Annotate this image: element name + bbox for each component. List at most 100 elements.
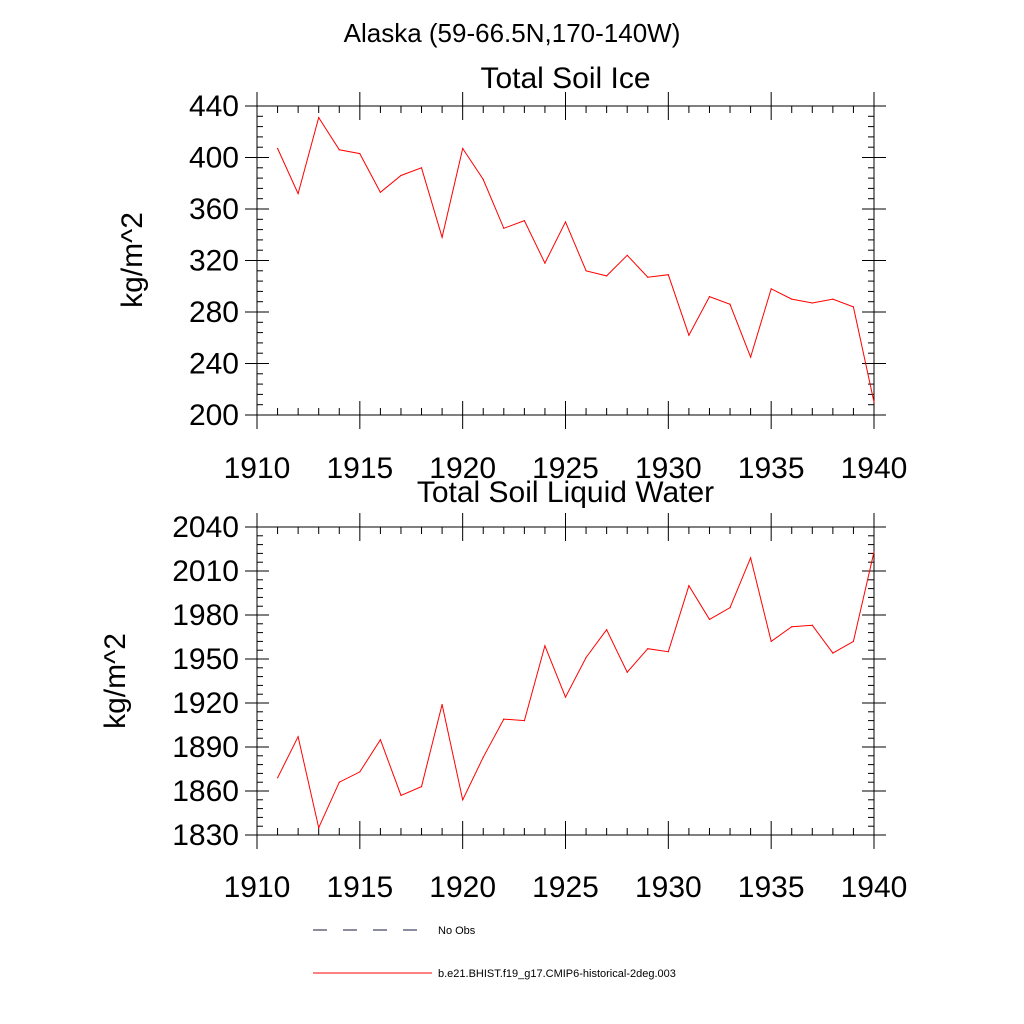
data-point [832, 298, 834, 300]
data-point [420, 167, 423, 169]
data-point [647, 276, 649, 278]
data-point [441, 236, 443, 238]
soil-liquid-water-panel: Total Soil Liquid Water kg/m^2 1910 1915 192… [99, 476, 907, 904]
data-point [359, 771, 361, 773]
data-point [441, 703, 443, 706]
data-point [729, 607, 731, 609]
data-point [770, 640, 772, 643]
data-point [626, 671, 628, 673]
x-tick-label: 1915 [326, 871, 393, 904]
data-point [688, 585, 690, 587]
data-point [606, 629, 608, 631]
x-tick-label: 1930 [635, 452, 702, 485]
legend: No Obs b.e21.BHIST.f19_g17.CMIP6-histori… [313, 925, 676, 980]
data-point [873, 401, 875, 403]
data-point [379, 191, 381, 193]
data-point [359, 153, 361, 155]
y-tick-label: 440 [189, 90, 239, 123]
data-point [503, 718, 505, 720]
data-point [503, 227, 505, 229]
x-tick-label: 1930 [635, 871, 702, 904]
data-point [811, 302, 813, 304]
data-point [647, 648, 649, 650]
data-point [564, 696, 567, 698]
x-tick-label: 1925 [532, 452, 599, 485]
data-point [544, 645, 546, 647]
data-point [852, 640, 855, 643]
x-tick-label: 1935 [738, 452, 805, 485]
data-point [708, 295, 711, 298]
data-point [338, 149, 340, 151]
x-tick-label: 1910 [224, 452, 291, 485]
data-point [318, 827, 320, 829]
data-point [606, 275, 608, 277]
data-point [297, 192, 299, 195]
y-tick-label: 2010 [172, 555, 239, 588]
y-axis-label: kg/m^2 [116, 212, 149, 308]
x-tick-label: 1940 [841, 452, 908, 485]
data-point [400, 794, 402, 797]
chart-title: Total Soil Ice [480, 62, 650, 95]
data-point [318, 116, 320, 119]
y-tick-label: 1890 [172, 731, 239, 764]
series-line [277, 116, 875, 403]
plot-frame [256, 526, 875, 836]
x-tick-label: 1910 [224, 871, 291, 904]
data-point [420, 786, 423, 788]
data-point [462, 799, 464, 801]
y-tick-label: 320 [189, 245, 239, 278]
data-point [667, 274, 669, 276]
data-point [585, 270, 587, 272]
y-tick-label: 1980 [172, 599, 239, 632]
x-tick-label: 1920 [429, 871, 496, 904]
x-tick-label: 1920 [429, 452, 496, 485]
y-tick-label: 1830 [172, 819, 239, 852]
data-point [852, 306, 855, 308]
data-point [297, 736, 299, 738]
data-point [811, 624, 813, 626]
y-tick-label: 400 [189, 142, 239, 175]
data-point [667, 651, 669, 653]
data-point [379, 739, 381, 741]
data-point [482, 178, 484, 180]
y-tick-label: 1860 [172, 775, 239, 808]
series-line [277, 551, 875, 830]
y-tick-label: 360 [189, 193, 239, 226]
y-tick-label: 2040 [172, 511, 239, 544]
chart-title: Total Soil Liquid Water [417, 476, 714, 509]
data-point [276, 147, 279, 150]
y-axis-label: kg/m^2 [99, 633, 132, 729]
data-point [770, 288, 772, 290]
data-point [523, 219, 525, 222]
data-point [400, 174, 402, 177]
x-tick-label: 1935 [738, 871, 805, 904]
y-tick-label: 200 [189, 399, 239, 432]
data-point [791, 626, 793, 628]
data-point [482, 756, 484, 758]
data-point [338, 781, 340, 783]
data-point [688, 334, 690, 336]
x-tick-label: 1925 [532, 871, 599, 904]
data-point [585, 656, 587, 659]
y-tick-label: 1950 [172, 643, 239, 676]
y-tick-label: 1920 [172, 687, 239, 720]
data-point [462, 147, 464, 150]
x-tick-label: 1915 [326, 452, 393, 485]
y-tick-label: 240 [189, 348, 239, 381]
soil-ice-panel: Total Soil Ice kg/m^2 1910 1915 1920 1925 1930… [116, 62, 907, 485]
data-point [708, 618, 711, 621]
data-point [564, 221, 567, 223]
y-tick-label: 280 [189, 296, 239, 329]
legend-model-label: b.e21.BHIST.f19_g17.CMIP6-historical-2de… [438, 968, 676, 980]
legend-no-obs-label: No Obs [438, 925, 476, 937]
data-point [750, 356, 752, 358]
data-point [523, 720, 525, 722]
data-point [276, 777, 279, 779]
x-tick-label: 1940 [841, 871, 908, 904]
data-point [544, 262, 546, 264]
data-point [729, 303, 731, 305]
data-point [832, 652, 834, 654]
data-point [750, 557, 752, 559]
data-point [791, 298, 793, 300]
